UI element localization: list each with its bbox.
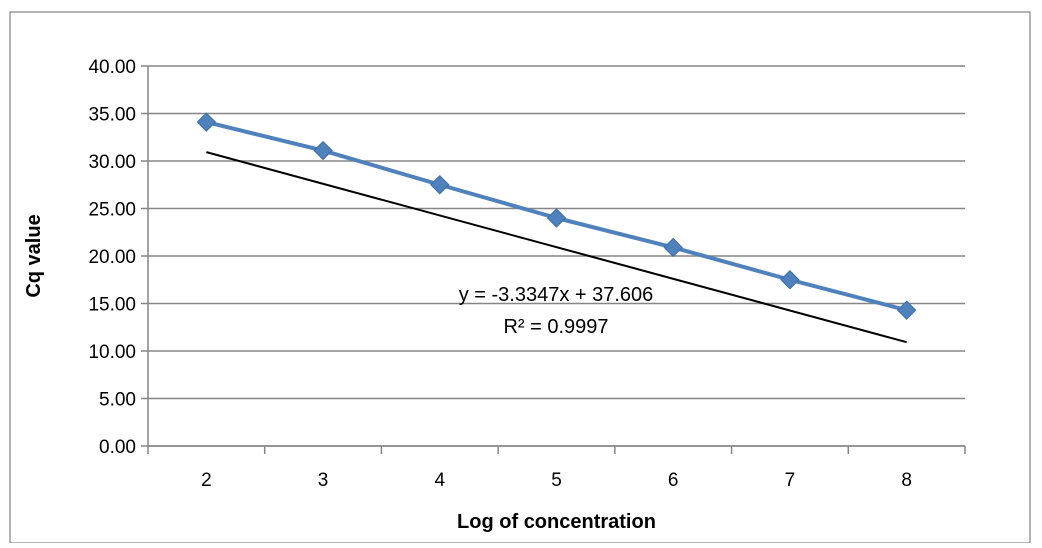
labels: 0.00 5.00 10.00 15.00 20.00 25.00 30.00 35.00 40… xyxy=(23,57,912,533)
x-tick-label: 4 xyxy=(434,470,445,491)
x-tick-label: 7 xyxy=(785,470,796,491)
x-tick-label: 3 xyxy=(318,470,329,491)
data-point-marker xyxy=(313,140,333,161)
y-axis-title: Cq value xyxy=(23,214,45,297)
data-point-marker xyxy=(896,300,917,320)
x-tick-label: 5 xyxy=(551,470,562,491)
chart-frame xyxy=(9,11,1031,544)
y-tick-label: 20.00 xyxy=(88,247,136,268)
trendline-equation: y = -3.3347x + 37.606 xyxy=(459,284,654,306)
trendline-r2: R² = 0.9997 xyxy=(503,316,608,338)
data-point-marker xyxy=(546,208,567,228)
data-point-marker xyxy=(780,270,800,290)
y-tick-label: 0.00 xyxy=(99,437,136,458)
y-tick-label: 25.00 xyxy=(88,200,136,221)
y-tick-label: 5.00 xyxy=(99,390,136,411)
y-tick-label: 15.00 xyxy=(88,295,136,316)
x-axis-title: Log of concentration xyxy=(457,511,656,533)
y-tick-label: 40.00 xyxy=(88,57,136,78)
trendline-group xyxy=(196,112,917,344)
y-tick-label: 30.00 xyxy=(88,152,136,173)
data-point-marker xyxy=(196,112,217,132)
axes xyxy=(141,65,966,454)
x-tick-label: 8 xyxy=(901,470,912,491)
x-tick-label: 2 xyxy=(201,470,212,491)
data-point-marker xyxy=(430,175,450,195)
data-point-marker xyxy=(663,237,683,258)
trendline xyxy=(206,151,907,344)
y-tick-label: 35.00 xyxy=(88,105,136,126)
x-tick-label: 6 xyxy=(668,470,679,491)
y-tick-label: 10.00 xyxy=(88,342,136,363)
